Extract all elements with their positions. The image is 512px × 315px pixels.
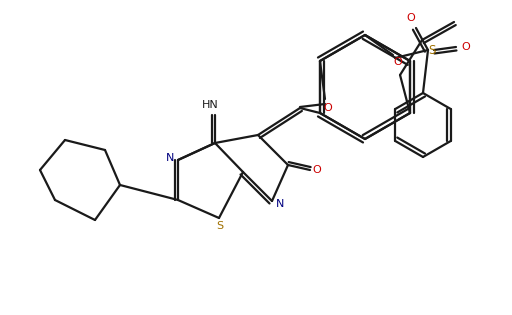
Text: O: O — [394, 57, 402, 67]
Text: S: S — [217, 221, 224, 231]
Text: O: O — [313, 165, 322, 175]
Text: HN: HN — [202, 100, 219, 110]
Text: O: O — [462, 42, 471, 52]
Text: N: N — [166, 153, 174, 163]
Text: O: O — [407, 13, 415, 23]
Text: S: S — [429, 43, 436, 56]
Text: N: N — [276, 199, 284, 209]
Text: O: O — [324, 103, 332, 113]
